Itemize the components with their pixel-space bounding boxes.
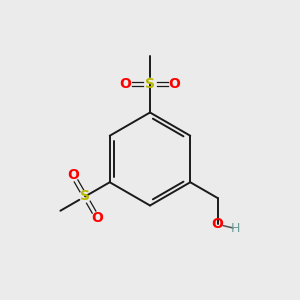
Text: S: S: [80, 190, 90, 203]
Text: S: S: [145, 77, 155, 91]
Text: O: O: [169, 77, 181, 91]
Text: O: O: [119, 77, 131, 91]
Text: O: O: [212, 218, 224, 231]
Text: O: O: [67, 168, 79, 182]
Text: O: O: [92, 211, 103, 225]
Text: H: H: [231, 221, 240, 235]
